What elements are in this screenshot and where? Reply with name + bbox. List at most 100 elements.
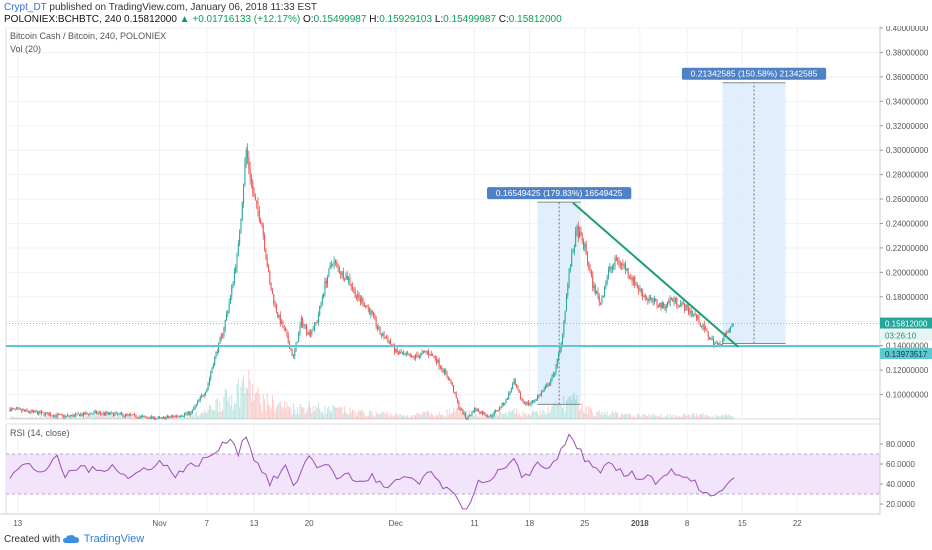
candle-up	[210, 373, 212, 379]
candle-down	[128, 414, 130, 416]
candle-down	[271, 290, 273, 295]
volume-bar	[400, 413, 402, 419]
candle-down	[453, 385, 455, 393]
volume-bar	[391, 414, 393, 419]
candle-up	[296, 341, 298, 343]
candle-down	[417, 355, 419, 358]
volume-bar	[682, 414, 684, 419]
chart-area[interactable]: 0.40000000 0.38000000 0.36000000 0.34000000…	[0, 24, 932, 530]
time-tick-label: 20	[305, 519, 314, 528]
support-price-tag[interactable]	[880, 348, 932, 360]
volume-bar	[632, 415, 634, 419]
candle-up	[44, 413, 46, 416]
volume-bar	[487, 416, 489, 419]
volume-bar	[702, 413, 704, 419]
candle-down	[547, 384, 549, 386]
candle-up	[93, 412, 95, 414]
volume-bar	[434, 416, 436, 419]
volume-bar	[113, 417, 115, 419]
volume-bar	[453, 407, 455, 419]
volume-bar	[552, 403, 554, 419]
volume-bar	[475, 412, 477, 419]
candle-up	[556, 358, 558, 368]
annotation-lines[interactable]	[6, 201, 880, 348]
candle-down	[630, 277, 632, 279]
volume-bar	[156, 416, 158, 419]
chart-svg[interactable]: 0.40000000 0.38000000 0.36000000 0.34000000…	[0, 24, 932, 530]
candle-down	[428, 351, 430, 355]
volume-bar	[480, 416, 482, 419]
candle-down	[60, 414, 62, 416]
candle-down	[310, 332, 312, 335]
candle-down	[663, 302, 665, 307]
volume-bar	[685, 415, 687, 419]
measure-boxes[interactable]	[537, 82, 786, 405]
candle-up	[665, 305, 667, 309]
author-link[interactable]: Crypt_DT	[4, 2, 47, 13]
candle-up	[149, 416, 151, 420]
current-price-tag[interactable]	[880, 317, 932, 329]
volume-bar	[533, 410, 535, 419]
trend-line[interactable]	[572, 201, 739, 348]
candle-up	[667, 301, 669, 306]
volume-bar	[241, 380, 243, 419]
volume-bar	[445, 416, 447, 419]
volume-bar	[118, 414, 120, 419]
candle-up	[184, 413, 186, 416]
candle-up	[669, 299, 671, 303]
candle-up	[420, 353, 422, 356]
candle-up	[170, 415, 172, 417]
candle-down	[479, 412, 481, 414]
candle-down	[270, 283, 272, 291]
volume-bar	[712, 416, 714, 419]
price-tick-label: 0.36000000	[886, 73, 929, 82]
candle-up	[75, 414, 77, 415]
candle-up	[89, 413, 91, 415]
candle-up	[191, 409, 193, 413]
candle-up	[681, 302, 683, 304]
candle-down	[432, 353, 434, 356]
candle-down	[646, 298, 648, 299]
candle-up	[139, 416, 141, 419]
tradingview-brand[interactable]: TradingView	[83, 533, 145, 545]
volume-bar	[227, 400, 229, 419]
candle-down	[668, 301, 670, 303]
volume-bar	[239, 406, 241, 419]
volume-bar	[268, 404, 270, 419]
volume-bar	[688, 415, 690, 419]
candle-down	[336, 262, 338, 265]
volume-bar	[575, 399, 577, 419]
candle-down	[100, 412, 102, 414]
volume-bar	[40, 416, 42, 419]
candle-up	[313, 322, 315, 329]
volume-bar	[399, 414, 401, 419]
price-axis[interactable]: 0.40000000 0.38000000 0.36000000 0.34000000…	[879, 24, 932, 514]
volume-bar	[526, 415, 528, 419]
volume-bar	[18, 417, 20, 419]
volume-bar	[266, 392, 268, 419]
time-axis[interactable]: 13 Nov 7 13 20 Dec 11 18 25 2018 8 15 22	[0, 513, 880, 528]
candle-up	[476, 409, 478, 411]
volume-bar	[31, 416, 33, 419]
volume-bar	[300, 406, 302, 419]
candle-down	[252, 182, 254, 192]
candle-down	[391, 344, 393, 346]
volume-bar	[93, 414, 95, 419]
candle-down	[657, 305, 659, 308]
candle-down	[586, 254, 588, 263]
volume-bar	[371, 413, 373, 419]
candle-up	[576, 226, 578, 232]
candle-down	[342, 271, 344, 279]
volume-bar	[609, 414, 611, 419]
volume-bar	[479, 416, 481, 419]
volume-bar	[386, 411, 388, 419]
candle-up	[232, 283, 234, 286]
tradingview-cloud-icon	[62, 535, 79, 544]
candle-up	[239, 233, 241, 244]
volume-bar	[510, 412, 512, 419]
candle-up	[71, 414, 73, 416]
volume-bar	[647, 415, 649, 419]
volume-bar	[177, 417, 179, 419]
volume-bar	[61, 417, 63, 419]
volume-bar	[349, 407, 351, 419]
